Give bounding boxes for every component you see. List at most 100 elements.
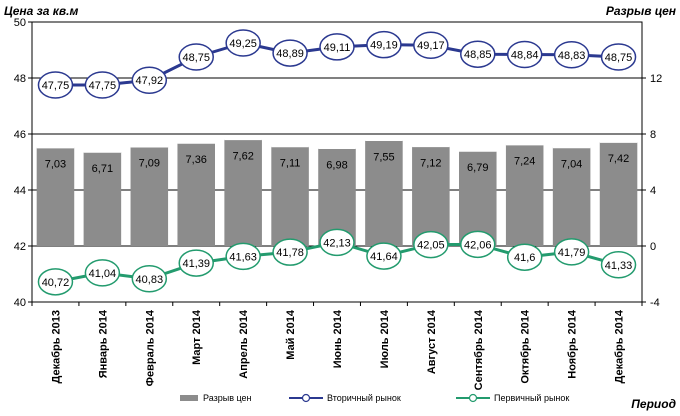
bar-data-label: 6,79: [467, 162, 488, 174]
left-axis-title: Цена за кв.м: [4, 4, 78, 18]
point-label-primary: 41,79: [558, 247, 586, 259]
x-tick-label: Декабрь 2013: [50, 310, 62, 384]
plot-frame: [31, 21, 643, 303]
point-label-secondary: 47,92: [136, 75, 164, 87]
point-label-primary: 42,05: [417, 240, 445, 252]
x-tick-label: Апрель 2014: [238, 309, 250, 379]
x-tick-label: Сентябрь 2014: [473, 309, 485, 390]
bar: [130, 146, 169, 246]
bar-data-label: 7,04: [561, 158, 582, 170]
left-tick-label: 50: [14, 17, 26, 29]
point-marker-primary: [366, 242, 402, 270]
legend-label-primary: Первичный рынок: [494, 393, 569, 403]
legend-label-gap: Разрыв цен: [203, 393, 252, 403]
bar-data-label: 6,71: [92, 163, 113, 175]
x-tick-label: Август 2014: [426, 309, 438, 374]
bar: [177, 142, 215, 246]
point-marker-primary: [319, 228, 355, 257]
point-label-primary: 42,13: [323, 237, 351, 249]
point-marker-primary: [178, 249, 214, 277]
x-tick-label: Июль 2014: [379, 309, 391, 368]
legend-marker-primary: [468, 393, 478, 403]
left-tick-label: 46: [14, 129, 26, 141]
bar: [552, 147, 591, 246]
bar-data-label: 7,24: [514, 156, 535, 168]
point-marker-primary: [600, 251, 637, 279]
bar-data-label: 7,62: [232, 150, 253, 162]
point-marker-secondary: [272, 39, 308, 67]
point-label-primary: 42,06: [464, 239, 492, 251]
x-tick-label: Декабрь 2014: [614, 309, 626, 383]
point-label-secondary: 48,75: [182, 52, 210, 64]
x-tick-label: Март 2014: [191, 309, 203, 365]
x-axis-title: Период: [631, 397, 676, 411]
bar: [599, 142, 638, 246]
point-label-secondary: 47,75: [89, 80, 117, 92]
x-tick-label: Май 2014: [285, 309, 297, 360]
right-tick-label: 8: [650, 129, 656, 141]
point-label-secondary: 49,17: [417, 40, 445, 52]
point-marker-secondary: [178, 43, 214, 71]
point-label-primary: 41,6: [514, 252, 535, 264]
bar: [412, 146, 450, 246]
point-marker-primary: [272, 238, 308, 266]
bar: [271, 146, 309, 246]
point-marker-primary: [84, 259, 121, 287]
bar: [224, 139, 262, 246]
left-tick-label: 48: [14, 73, 26, 85]
bars-layer: [36, 138, 638, 246]
point-marker-secondary: [319, 33, 355, 61]
bar: [365, 140, 403, 246]
legend-marker-secondary: [301, 393, 311, 403]
right-tick-label: 0: [650, 241, 656, 253]
right-axis-title: Разрыв цен: [606, 4, 677, 18]
point-label-secondary: 48,85: [464, 49, 492, 61]
point-marker-secondary: [553, 41, 590, 69]
point-marker-secondary: [413, 31, 449, 59]
point-marker-secondary: [225, 29, 261, 57]
bar: [36, 147, 75, 246]
left-tick-label: 40: [14, 297, 26, 309]
point-marker-secondary: [600, 43, 637, 71]
point-marker-primary: [553, 238, 590, 266]
point-label-secondary: 48,75: [605, 52, 633, 64]
bar-data-label: 7,42: [608, 153, 629, 165]
point-marker-primary: [413, 230, 449, 259]
point-marker-primary: [37, 268, 74, 296]
legend-swatch-gap: [180, 395, 198, 401]
legend: Разрыв цен Вторичный рынок Первичный рын…: [180, 393, 569, 403]
legend-label-secondary: Вторичный рынок: [327, 393, 401, 403]
left-tick-label: 42: [14, 241, 26, 253]
bar-data-label: 7,09: [139, 158, 160, 170]
bar-data-label: 7,11: [280, 157, 301, 169]
x-tick-label: Октябрь 2014: [520, 309, 532, 384]
point-marker-secondary: [84, 71, 121, 99]
point-marker-primary: [225, 242, 261, 271]
point-marker-secondary: [506, 40, 543, 69]
point-label-primary: 41,39: [182, 258, 210, 270]
point-marker-secondary: [131, 66, 168, 94]
point-label-secondary: 48,84: [511, 49, 539, 61]
bar: [505, 144, 544, 246]
point-label-primary: 41,64: [370, 251, 398, 263]
point-marker-secondary: [460, 40, 496, 68]
point-marker-secondary: [37, 71, 74, 99]
labels-layer: 7,03 6,71 7,09 7,36 7,62 7,11 6,98 7,55 7,12 6,79…: [42, 38, 633, 289]
lines-layer: [37, 29, 637, 296]
bar-data-label: 7,55: [373, 151, 394, 163]
point-label-primary: 40,83: [136, 274, 164, 286]
right-tick-label: -4: [650, 297, 660, 309]
bar: [459, 150, 497, 246]
point-label-secondary: 48,83: [558, 50, 586, 62]
point-label-primary: 41,33: [605, 260, 633, 272]
point-label-primary: 41,63: [229, 251, 257, 263]
bar-data-label: 7,03: [45, 159, 66, 171]
bar: [83, 152, 122, 246]
point-marker-primary: [131, 265, 168, 293]
point-label-secondary: 48,89: [276, 48, 304, 60]
point-label-primary: 41,78: [276, 247, 304, 259]
point-label-primary: 40,72: [42, 277, 70, 289]
point-label-secondary: 49,25: [229, 38, 257, 50]
